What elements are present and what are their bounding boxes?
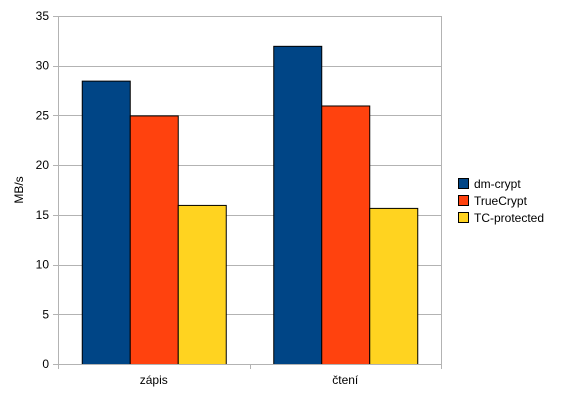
bar-tc-protected [369,207,419,365]
y-tick-label: 30 [36,59,50,73]
y-tick-label: 25 [36,108,50,122]
axes [58,364,442,369]
bar-dm-crypt [81,80,131,365]
x-tick-label: čtení [332,373,359,387]
y-tick-label: 5 [42,307,49,321]
y-tick-label: 20 [36,158,50,172]
y-axis-label: MB/s [12,176,26,203]
x-tick-labels: zápis čtení [140,373,359,387]
legend-swatch [458,195,469,206]
legend: dm-crypt TrueCrypt TC-protected [458,177,544,225]
bars [81,45,419,365]
legend-label: TrueCrypt [474,194,528,208]
y-tick-labels: 0 5 10 15 20 25 30 35 [36,9,58,371]
y-tick-label: 35 [36,9,50,23]
bar-tc-protected [177,204,227,365]
bar-truecrypt [321,105,371,365]
legend-label: dm-crypt [474,177,521,191]
y-tick-label: 15 [36,208,50,222]
bar-truecrypt [129,115,179,365]
x-tick-label: zápis [140,373,168,387]
y-tick-label: 0 [42,357,49,371]
legend-swatch [458,178,469,189]
bar-dm-crypt [273,45,323,365]
legend-label: TC-protected [474,211,544,225]
legend-swatch [458,212,469,223]
y-tick-label: 10 [36,258,50,272]
